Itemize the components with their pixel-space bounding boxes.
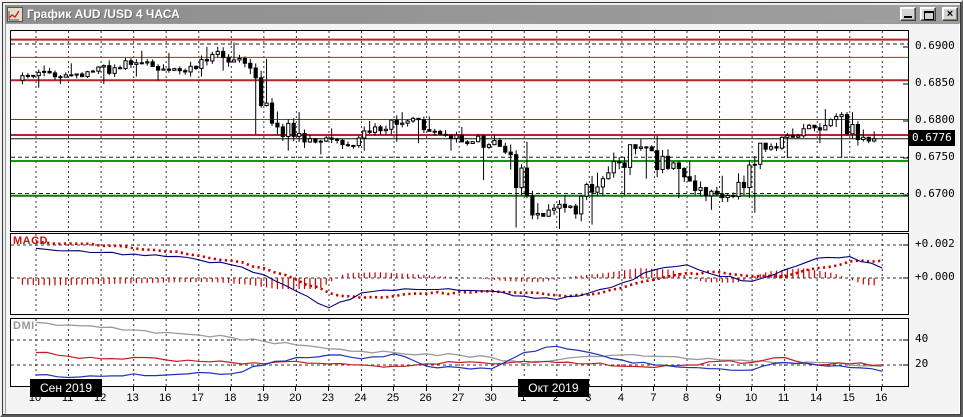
price-tick-label: 0.6850	[915, 76, 955, 89]
close-button[interactable]: ×	[942, 7, 958, 21]
dmi-indicator-label: DMI	[13, 320, 35, 332]
minimize-icon	[904, 16, 912, 18]
macd-tick-label: +0.002	[915, 237, 955, 250]
price-tick-label: 0.6750	[915, 150, 955, 163]
close-icon: ×	[946, 8, 954, 20]
x-tick-label: 7	[640, 386, 666, 404]
x-tick-label: 25	[380, 386, 406, 404]
x-tick-label: 17	[185, 386, 211, 404]
window-title: График AUD /USD 4 ЧАСА	[27, 7, 180, 21]
dmi-canvas[interactable]	[11, 319, 908, 386]
x-tick-label: 8	[673, 386, 699, 404]
x-tick-label: 27	[445, 386, 471, 404]
x-tick-label: 19	[250, 386, 276, 404]
title-bar[interactable]: График AUD /USD 4 ЧАСА ×	[5, 5, 960, 23]
x-tick-label: 16	[868, 386, 894, 404]
x-tick-label: 15	[836, 386, 862, 404]
price-chart-canvas[interactable]	[11, 31, 908, 231]
x-tick-label: 13	[120, 386, 146, 404]
price-tick-label: 0.6700	[915, 187, 955, 200]
x-tick-label: 16	[152, 386, 178, 404]
x-tick-label: 4	[608, 386, 634, 404]
x-tick-label: 18	[217, 386, 243, 404]
x-tick-label: 14	[803, 386, 829, 404]
x-tick-label: 30	[478, 386, 504, 404]
month-badge: Сен 2019	[30, 379, 102, 397]
maximize-button[interactable]	[920, 7, 936, 21]
x-tick-label: 10	[738, 386, 764, 404]
x-tick-label: 3	[575, 386, 601, 404]
x-tick-label: 20	[282, 386, 308, 404]
dmi-tick-label: 40	[915, 332, 929, 345]
x-tick-label: 11	[771, 386, 797, 404]
month-badge: Окт 2019	[518, 379, 589, 397]
dmi-tick-label: 20	[915, 357, 929, 370]
macd-tick-label: +0.000	[915, 270, 955, 283]
x-tick-label: 9	[706, 386, 732, 404]
minimize-button[interactable]	[900, 7, 916, 21]
dmi-panel[interactable]	[10, 318, 909, 387]
macd-indicator-label: MACD	[13, 235, 48, 247]
x-tick-label: 23	[315, 386, 341, 404]
macd-panel[interactable]	[10, 233, 909, 315]
x-tick-label: 26	[413, 386, 439, 404]
maximize-icon	[924, 11, 934, 20]
price-tick-label: 0.6900	[915, 39, 955, 52]
x-tick-label: 24	[348, 386, 374, 404]
current-price-badge: 0.6776	[909, 129, 955, 146]
price-chart-panel[interactable]	[10, 30, 909, 232]
macd-canvas[interactable]	[11, 234, 908, 314]
price-tick-label: 0.6800	[915, 113, 955, 126]
chart-window-icon	[7, 6, 23, 22]
